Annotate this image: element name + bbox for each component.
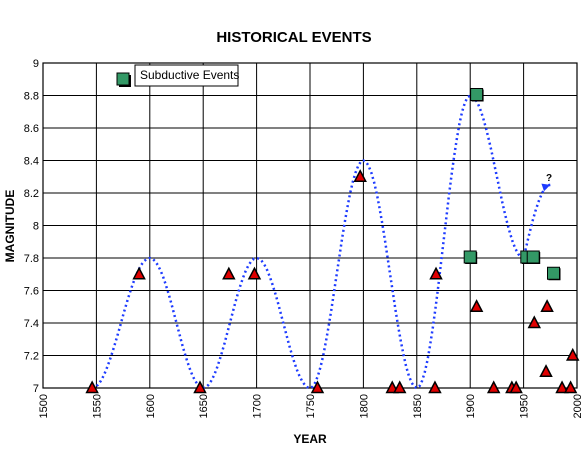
- grid-lines: [42, 62, 578, 389]
- legend: Subductive Events: [116, 64, 239, 87]
- subductive-event-marker: [470, 88, 484, 101]
- chart-title: HISTORICAL EVENTS: [216, 29, 371, 46]
- event-marker-triangle: [540, 299, 554, 312]
- event-marker-triangle: [310, 380, 325, 394]
- event-marker-triangle: [555, 380, 569, 394]
- event-marker-triangle: [428, 380, 442, 394]
- x-tick-label: 1850: [412, 394, 424, 418]
- curve-arrowhead: [541, 183, 551, 192]
- y-tick-label: 8: [33, 221, 39, 233]
- x-axis-title: YEAR: [293, 432, 327, 446]
- y-tick-label: 8.6: [24, 123, 39, 135]
- data-markers: [85, 88, 580, 394]
- x-tick-label: 1950: [519, 394, 531, 418]
- y-tick-label: 7.6: [24, 286, 39, 298]
- x-tick-label: 1550: [91, 394, 103, 418]
- x-tick-label: 1900: [465, 394, 477, 418]
- x-tick-label: 1600: [145, 394, 157, 418]
- x-tick-label: 1700: [252, 394, 264, 418]
- subductive-event-marker: [526, 250, 540, 264]
- x-tick-label: 1500: [38, 394, 50, 418]
- x-tick-label: 1750: [305, 394, 317, 418]
- subductive-event-marker: [547, 266, 561, 280]
- event-marker-triangle: [539, 364, 553, 377]
- y-tick-label: 8.2: [24, 188, 39, 200]
- legend-label: Subductive Events: [140, 68, 239, 82]
- x-tick-label: 1800: [358, 394, 370, 418]
- event-marker-triangle: [222, 266, 236, 280]
- plot-area-border: [42, 62, 578, 389]
- y-tick-label: 7: [33, 383, 39, 395]
- cycle-curve: [91, 94, 551, 390]
- event-marker-triangle: [429, 266, 443, 280]
- y-tick-label: 9: [33, 58, 39, 70]
- y-tick-label: 7.8: [24, 253, 39, 265]
- question-mark-annotation: ?: [546, 173, 552, 184]
- y-axis-ticks: 7 7.2 7.4 7.6 7.8 8 8.2 8.4 8.6 8.8 9: [24, 58, 39, 395]
- legend-box: [134, 64, 239, 87]
- y-axis-title: MAGNITUDE: [3, 190, 17, 263]
- event-marker-triangle: [193, 380, 207, 394]
- y-tick-label: 8.4: [24, 156, 39, 168]
- x-tick-label: 1650: [198, 394, 210, 418]
- event-marker-triangle: [565, 347, 580, 361]
- event-marker-triangle: [247, 266, 262, 280]
- x-axis-ticks: 1500 1550 1600 1650 1700 1750 1800 1850 1900 1950…: [38, 394, 584, 418]
- event-marker-triangle: [509, 380, 523, 394]
- event-marker-triangle: [85, 380, 99, 394]
- event-marker-triangle: [486, 380, 501, 394]
- subductive-event-marker: [463, 250, 477, 264]
- y-tick-label: 8.8: [24, 91, 39, 103]
- x-tick-label: 2000: [572, 394, 584, 418]
- event-marker-triangle: [132, 266, 146, 280]
- y-tick-label: 7.4: [24, 318, 39, 330]
- event-marker-triangle: [469, 299, 484, 312]
- event-marker-triangle: [353, 169, 367, 182]
- event-marker-triangle: [392, 380, 407, 394]
- y-tick-label: 7.2: [24, 351, 39, 363]
- legend-marker-square: [116, 72, 130, 86]
- event-marker-triangle: [563, 380, 578, 394]
- cycle-curve-line: [91, 94, 551, 390]
- event-marker-triangle: [527, 315, 542, 329]
